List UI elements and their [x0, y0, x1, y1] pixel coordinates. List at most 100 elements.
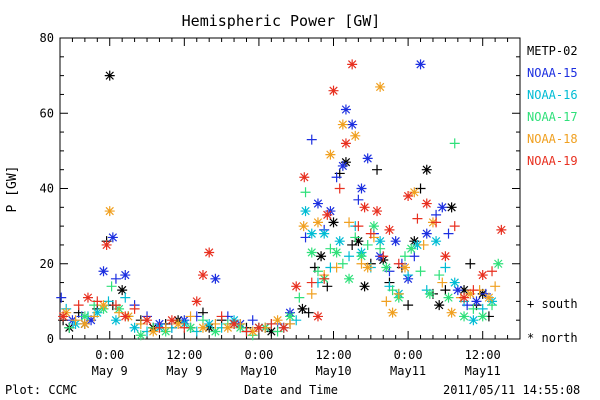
data-point-south	[210, 318, 221, 329]
x-tick-label-date: May 9	[92, 364, 128, 378]
data-point-north	[142, 315, 153, 326]
data-point-north	[356, 251, 367, 262]
data-point-south	[306, 288, 317, 299]
data-point-south	[362, 239, 373, 250]
data-point-north	[362, 153, 373, 164]
data-point-north	[381, 262, 392, 273]
data-point-north	[120, 311, 131, 322]
series-noaa-19	[58, 59, 507, 337]
data-point-north	[493, 258, 504, 269]
x-tick-label-time: 0:00	[244, 348, 273, 362]
legend-south-label: south	[541, 297, 578, 311]
data-point-south	[106, 281, 117, 292]
data-point-south	[403, 300, 414, 311]
data-point-south	[344, 251, 355, 262]
data-point-south	[266, 318, 277, 329]
data-point-north	[459, 292, 470, 303]
data-point-north	[375, 236, 386, 247]
y-tick-label: 60	[40, 106, 54, 120]
data-points	[56, 59, 507, 341]
data-point-south	[120, 292, 131, 303]
data-point-north	[120, 270, 131, 281]
data-point-north	[340, 138, 351, 149]
data-point-north	[266, 326, 277, 337]
data-point-north	[98, 300, 109, 311]
data-point-north	[253, 322, 264, 333]
data-point-south	[179, 322, 190, 333]
data-point-north	[298, 221, 309, 232]
data-point-north	[452, 285, 463, 296]
data-point-north	[421, 164, 432, 175]
data-point-north	[362, 262, 373, 273]
data-point-north	[197, 322, 208, 333]
data-point-north	[440, 251, 451, 262]
data-point-north	[104, 70, 115, 81]
data-point-north	[387, 307, 398, 318]
data-point-south	[303, 307, 314, 318]
legend-south: + south	[527, 297, 578, 311]
data-point-south	[468, 303, 479, 314]
data-point-south	[387, 285, 398, 296]
data-point-north	[101, 239, 112, 250]
data-point-north	[319, 228, 330, 239]
x-tick-label-date: May10	[241, 364, 277, 378]
data-point-north	[278, 322, 289, 333]
data-point-north	[437, 202, 448, 213]
data-point-north	[229, 318, 240, 329]
x-tick-label-date: May11	[390, 364, 426, 378]
data-point-south	[409, 251, 420, 262]
data-point-north	[110, 315, 121, 326]
data-point-south	[306, 134, 317, 145]
data-point-north	[272, 315, 283, 326]
data-point-south	[375, 243, 386, 254]
data-point-south	[400, 251, 410, 262]
data-point-south	[331, 172, 342, 183]
data-point-south	[300, 187, 311, 198]
data-point-south	[129, 303, 140, 314]
data-point-north	[299, 172, 310, 183]
y-tick-label: 80	[40, 31, 54, 45]
data-point-south	[70, 315, 81, 326]
data-point-south	[393, 288, 404, 299]
data-point-south	[437, 277, 448, 288]
data-point-south	[191, 326, 202, 337]
data-point-south	[89, 311, 100, 322]
data-point-south	[110, 300, 121, 311]
data-point-north	[300, 206, 311, 217]
data-point-south	[300, 232, 311, 243]
data-point-north	[204, 247, 215, 258]
data-point-north	[434, 300, 445, 311]
data-point-north	[347, 59, 358, 70]
data-point-north	[107, 232, 118, 243]
data-point-north	[325, 149, 336, 160]
data-point-south	[378, 251, 389, 262]
data-point-south	[110, 273, 121, 284]
data-point-south	[73, 300, 84, 311]
data-point-south	[415, 183, 426, 194]
data-point-south	[135, 318, 146, 329]
data-point-north	[368, 221, 379, 232]
x-tick-label-time: 12:00	[465, 348, 501, 362]
data-point-north	[403, 191, 414, 202]
data-point-south	[381, 296, 392, 307]
data-point-south	[114, 307, 125, 318]
legend-north-symbol: *	[527, 331, 535, 345]
data-point-south	[306, 277, 317, 288]
data-point-south	[449, 138, 460, 149]
data-point-south	[353, 221, 364, 232]
data-point-south	[291, 315, 302, 326]
data-point-north	[129, 322, 140, 333]
data-point-south	[440, 262, 451, 273]
data-point-south	[490, 281, 501, 292]
data-point-south	[272, 326, 283, 337]
legend-series-noaa-16: NOAA-16	[527, 88, 578, 102]
data-point-north	[79, 311, 90, 322]
data-point-south	[393, 258, 404, 269]
data-point-south	[412, 213, 423, 224]
data-point-south	[487, 300, 498, 311]
footer-timestamp: 2011/05/11 14:55:08	[443, 383, 581, 397]
data-point-south	[443, 228, 454, 239]
data-point-north	[316, 251, 327, 262]
data-point-north	[291, 281, 302, 292]
data-point-south	[56, 292, 67, 303]
